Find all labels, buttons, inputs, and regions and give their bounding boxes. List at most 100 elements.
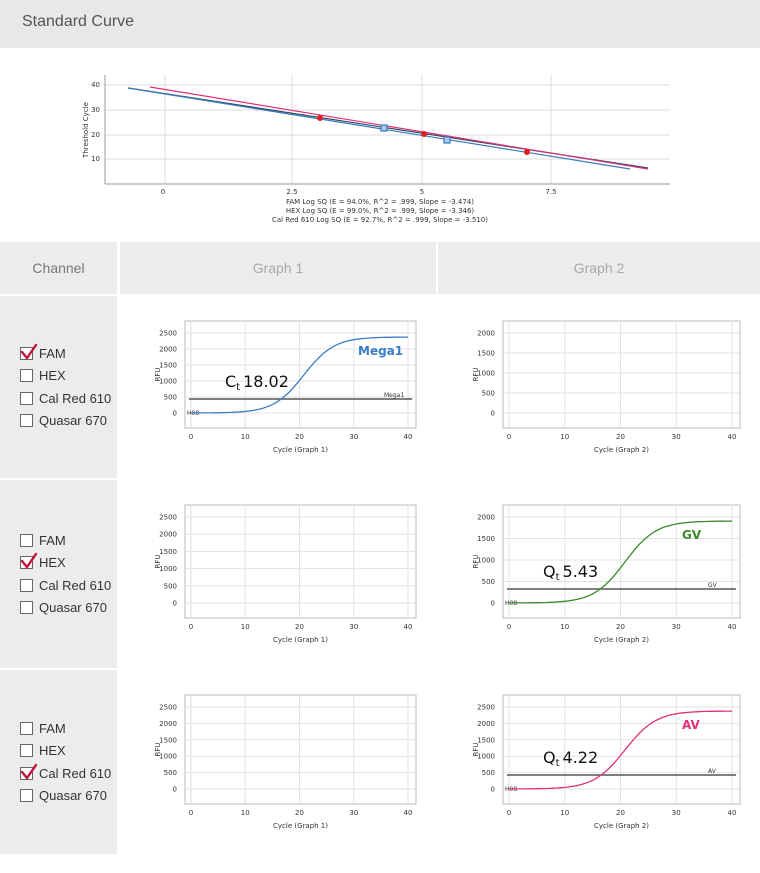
x-axis-label: Cycle (Graph 2) bbox=[594, 446, 649, 454]
channel-option-hex[interactable]: HEX bbox=[20, 740, 111, 763]
calred-point bbox=[524, 149, 530, 155]
channel-option-fam[interactable]: FAM bbox=[20, 529, 111, 552]
calred-fit-line bbox=[149, 86, 649, 170]
channel-option-quasar[interactable]: Quasar 670 bbox=[20, 597, 111, 620]
ct-annotation: Qt 5.43 bbox=[543, 562, 598, 583]
y-tick-label: 1500 bbox=[477, 535, 495, 543]
channel-checkbox[interactable] bbox=[20, 414, 33, 428]
y-tick-label: 0 bbox=[491, 410, 495, 418]
channel-label: HEX bbox=[39, 555, 66, 571]
channel-checkbox[interactable] bbox=[20, 343, 38, 360]
channel-checkbox[interactable] bbox=[20, 789, 33, 803]
y-tick-label: 2000 bbox=[159, 531, 177, 539]
channel-cell: FAM HEX Cal Red 610 Quasar 670 bbox=[0, 670, 117, 854]
channel-checkbox[interactable] bbox=[20, 553, 38, 570]
channel-checkbox[interactable] bbox=[20, 721, 33, 735]
y-tick-label: 0 bbox=[173, 410, 177, 418]
x-axis-label: Cycle (Graph 2) bbox=[594, 636, 649, 644]
std-ytick: 10 bbox=[91, 155, 100, 163]
channel-checkbox[interactable] bbox=[20, 763, 38, 780]
channel-label: Quasar 670 bbox=[39, 413, 107, 429]
x-tick-label: 10 bbox=[560, 809, 569, 817]
channel-option-calred[interactable]: Cal Red 610 bbox=[20, 574, 111, 597]
standard-curve-grid bbox=[105, 75, 670, 184]
threshold-label: AV bbox=[708, 768, 717, 775]
y-tick-label: 0 bbox=[491, 786, 495, 794]
y-axis-label: RFU bbox=[472, 742, 480, 756]
x-tick-label: 20 bbox=[295, 623, 304, 631]
y-tick-label: 1000 bbox=[159, 753, 177, 761]
channel-checkbox[interactable] bbox=[20, 391, 33, 405]
y-axis-label: RFU bbox=[472, 554, 480, 568]
channel-checkbox[interactable] bbox=[20, 533, 33, 547]
channel-label: Quasar 670 bbox=[39, 600, 107, 616]
channel-label: FAM bbox=[39, 720, 66, 736]
channel-checkbox[interactable] bbox=[20, 369, 33, 383]
channel-label: Cal Red 610 bbox=[39, 765, 112, 781]
x-tick-label: 30 bbox=[349, 623, 358, 631]
x-tick-label: 10 bbox=[241, 623, 250, 631]
channel-label: Quasar 670 bbox=[39, 788, 107, 804]
y-tick-label: 1000 bbox=[159, 565, 177, 573]
header-graph-1: Graph 1 bbox=[120, 242, 436, 294]
y-tick-label: 1500 bbox=[159, 362, 177, 370]
channel-label: FAM bbox=[39, 345, 66, 361]
channel-checkbox[interactable] bbox=[20, 744, 33, 758]
x-tick-label: 40 bbox=[404, 809, 413, 817]
x-tick-label: 40 bbox=[728, 809, 737, 817]
channel-option-quasar[interactable]: Quasar 670 bbox=[20, 785, 111, 808]
y-tick-label: 1500 bbox=[477, 350, 495, 358]
amplification-curve[interactable] bbox=[508, 710, 732, 790]
channel-option-quasar[interactable]: Quasar 670 bbox=[20, 410, 111, 433]
channel-label: Cal Red 610 bbox=[39, 577, 112, 593]
y-tick-label: 0 bbox=[173, 786, 177, 794]
curve-label: AV bbox=[682, 718, 700, 732]
channel-label: HEX bbox=[39, 368, 66, 384]
y-axis-label: RFU bbox=[154, 554, 162, 568]
channel-checkbox[interactable] bbox=[20, 578, 33, 592]
x-tick-label: 0 bbox=[507, 623, 511, 631]
amplification-curve[interactable] bbox=[190, 336, 408, 414]
y-axis-label: RFU bbox=[472, 367, 480, 381]
ct-annotation: Ct 18.02 bbox=[225, 372, 289, 393]
amplification-curve[interactable] bbox=[508, 520, 732, 604]
std-ytick: 30 bbox=[91, 106, 100, 114]
graph-2-cell: 0 10 20 30 40 2000 1500 1000 500 0 Cycle (Graph 2)… bbox=[438, 296, 760, 478]
std-ytick: 20 bbox=[91, 131, 100, 139]
y-tick-label: 500 bbox=[482, 390, 495, 398]
x-tick-label: 10 bbox=[241, 809, 250, 817]
std-xtick: 2.5 bbox=[286, 188, 297, 196]
std-ylabel: Threshold Cycle bbox=[82, 102, 90, 159]
graph-1-cell: 0 10 20 30 40 2500 2000 1500 1000 500 0 Cycle (Grap… bbox=[120, 480, 436, 668]
amp-plot-r0-g2: 0 10 20 30 40 2000 1500 1000 500 0 Cycle (Graph 2)… bbox=[472, 320, 741, 454]
channel-checkbox[interactable] bbox=[20, 601, 33, 615]
channel-row: FAM HEX Cal Red 610 Quasar 670 0 10 20 30 40 2500… bbox=[0, 480, 760, 668]
x-tick-label: 20 bbox=[616, 623, 625, 631]
hex-fit-line bbox=[127, 87, 631, 170]
y-tick-label: 1000 bbox=[477, 370, 495, 378]
std-ytick: 40 bbox=[91, 81, 100, 89]
ct-annotation: Qt 4.22 bbox=[543, 748, 598, 769]
y-tick-label: 2500 bbox=[159, 704, 177, 712]
channel-label: FAM bbox=[39, 532, 66, 548]
channel-option-hex[interactable]: HEX bbox=[20, 365, 111, 388]
standard-curve-svg: Threshold Cycle 40 30 20 10 0 2.5 5 7.5 … bbox=[82, 75, 670, 224]
channel-option-fam[interactable]: FAM bbox=[20, 717, 111, 740]
channel-cell: FAM HEX Cal Red 610 Quasar 670 bbox=[0, 480, 117, 668]
page-title: Standard Curve bbox=[22, 13, 135, 30]
plot-frame bbox=[502, 694, 741, 805]
x-tick-label: 40 bbox=[728, 433, 737, 441]
y-tick-label: 2000 bbox=[159, 346, 177, 354]
channel-option-fam[interactable]: FAM bbox=[20, 342, 111, 365]
plot-frame bbox=[184, 694, 417, 805]
y-tick-label: 500 bbox=[164, 582, 177, 590]
channel-option-hex[interactable]: HEX bbox=[20, 552, 111, 575]
y-tick-label: 500 bbox=[482, 769, 495, 777]
plot-frame bbox=[184, 504, 417, 619]
calred-point bbox=[317, 115, 323, 121]
channel-option-calred[interactable]: Cal Red 610 bbox=[20, 387, 111, 410]
y-tick-label: 2000 bbox=[477, 330, 495, 338]
channel-option-calred[interactable]: Cal Red 610 bbox=[20, 762, 111, 785]
y-tick-label: 1500 bbox=[477, 736, 495, 744]
x-axis-label: Cycle (Graph 1) bbox=[273, 446, 328, 454]
